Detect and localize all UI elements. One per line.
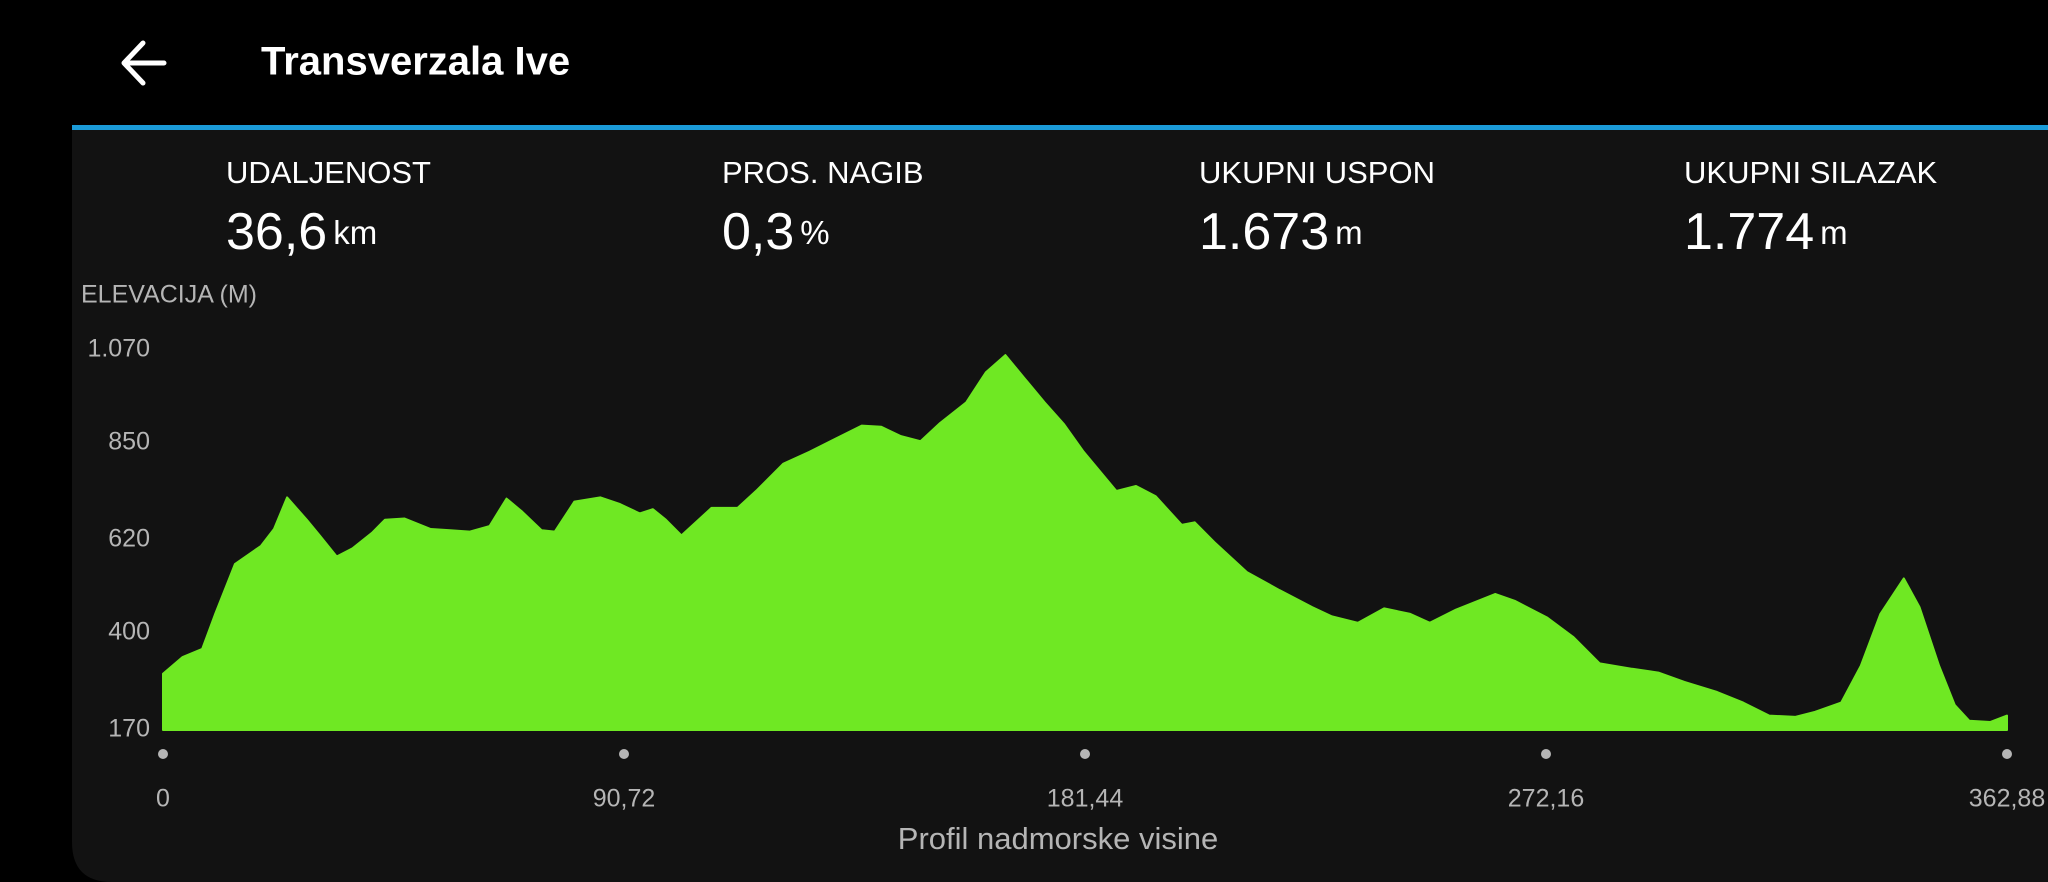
x-tick-label: 272,16 xyxy=(1508,785,1584,813)
y-tick-label: 400 xyxy=(108,617,150,645)
accent-line xyxy=(72,125,2048,130)
stat-number: 36,6 xyxy=(226,203,327,261)
x-tick-dot xyxy=(619,749,629,759)
stat-unit: % xyxy=(800,214,829,251)
stat-number: 0,3 xyxy=(722,203,794,261)
stat-label: UKUPNI USPON xyxy=(1199,155,1435,190)
stat-label: UDALJENOST xyxy=(226,155,431,190)
y-tick-label: 170 xyxy=(108,715,150,743)
y-tick-label: 850 xyxy=(108,427,150,455)
y-tick-label: 620 xyxy=(108,525,150,553)
stat-label: PROS. NAGIB xyxy=(722,155,924,190)
stat-value: 1.673 m xyxy=(1199,203,1363,261)
x-tick-label: 0 xyxy=(156,785,170,813)
y-tick-label: 1.070 xyxy=(87,335,150,363)
stat-value: 1.774 m xyxy=(1684,203,1848,261)
x-tick-label: 362,88 xyxy=(1969,785,2045,813)
x-tick-label: 90,72 xyxy=(593,785,656,813)
stat-unit: m xyxy=(1335,214,1363,251)
x-axis-title: Profil nadmorske visine xyxy=(898,821,1218,856)
x-tick-dot xyxy=(158,749,168,759)
stat-label: UKUPNI SILAZAK xyxy=(1684,155,1938,190)
stat-number: 1.673 xyxy=(1199,203,1329,261)
x-tick-dot xyxy=(1541,749,1551,759)
back-arrow[interactable] xyxy=(121,40,167,86)
stat-number: 1.774 xyxy=(1684,203,1814,261)
back-button[interactable] xyxy=(121,40,167,86)
stat-value: 0,3% xyxy=(722,203,830,261)
x-tick-dot xyxy=(2002,749,2012,759)
elevation-area xyxy=(162,354,2008,731)
y-axis-title: ELEVACIJA (M) xyxy=(81,281,257,309)
stat-unit: m xyxy=(1820,214,1848,251)
x-tick-dot xyxy=(1080,749,1090,759)
stat-value: 36,6 km xyxy=(226,203,377,261)
stat-unit: km xyxy=(333,214,377,251)
x-tick-label: 181,44 xyxy=(1047,785,1124,813)
title: Transverzala Ive xyxy=(261,40,570,84)
